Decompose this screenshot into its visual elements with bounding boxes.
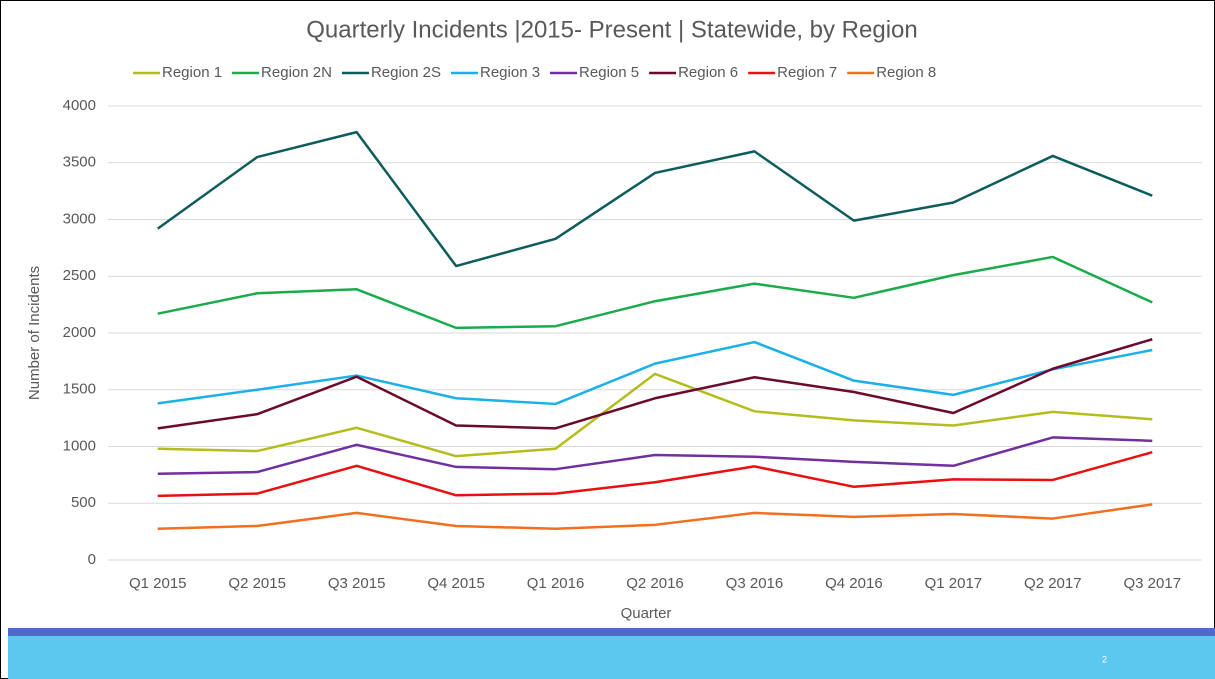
- y-tick-label: 2500: [63, 267, 96, 284]
- y-tick-label: 4000: [63, 97, 96, 114]
- chart-title: Quarterly Incidents |2015- Present | Sta…: [306, 16, 917, 43]
- y-tick-label: 2000: [63, 324, 96, 341]
- footer-stripe: [8, 628, 1215, 636]
- x-tick-label: Q1 2017: [925, 575, 983, 592]
- footer-band: [8, 636, 1215, 679]
- x-tick-label: Q2 2017: [1024, 575, 1082, 592]
- x-tick-label: Q4 2016: [825, 575, 883, 592]
- legend-label: Region 5: [579, 64, 639, 81]
- x-tick-label: Q1 2015: [129, 575, 187, 592]
- line-series: [157, 372, 1153, 458]
- y-tick-label: 1500: [63, 381, 96, 398]
- legend-label: Region 6: [678, 64, 738, 81]
- line-series: [157, 338, 1153, 430]
- x-tick-label: Q3 2015: [328, 575, 386, 592]
- x-tick-label: Q2 2015: [228, 575, 286, 592]
- line-series: [156, 130, 1153, 268]
- y-tick-label: 3500: [63, 154, 96, 171]
- line-series: [157, 503, 1153, 531]
- legend-label: Region 8: [876, 64, 936, 81]
- y-axis-title: Number of Incidents: [26, 266, 43, 400]
- y-tick-label: 0: [88, 551, 96, 568]
- legend-label: Region 7: [777, 64, 837, 81]
- line-series: [157, 436, 1153, 475]
- y-tick-label: 1000: [63, 437, 96, 454]
- line-series: [157, 255, 1153, 330]
- x-tick-label: Q3 2016: [726, 575, 784, 592]
- x-tick-label: Q4 2015: [427, 575, 485, 592]
- y-tick-label: 500: [71, 494, 96, 511]
- legend-label: Region 2N: [261, 64, 332, 81]
- x-tick-label: Q1 2016: [527, 575, 585, 592]
- legend-label: Region 1: [162, 64, 222, 81]
- legend-label: Region 3: [480, 64, 540, 81]
- page-number: 2: [1102, 654, 1107, 664]
- y-tick-label: 3000: [63, 210, 96, 227]
- x-axis-title: Quarter: [621, 605, 672, 622]
- line-series: [157, 340, 1153, 406]
- x-tick-label: Q2 2016: [626, 575, 684, 592]
- x-tick-label: Q3 2017: [1123, 575, 1181, 592]
- legend-label: Region 2S: [371, 64, 441, 81]
- line-series: [157, 450, 1153, 498]
